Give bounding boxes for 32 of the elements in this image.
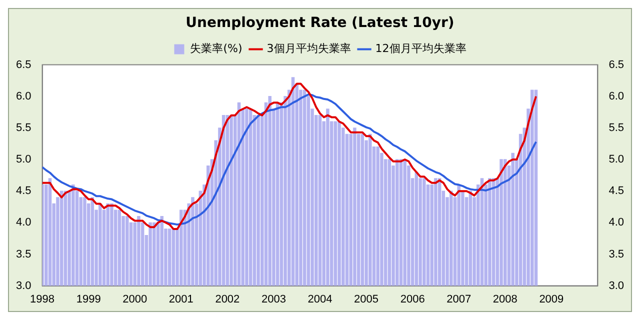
x-tick-label: 1998 bbox=[30, 293, 55, 306]
legend-label: 失業率(%) bbox=[190, 42, 242, 56]
x-tick-label: 2007 bbox=[446, 293, 472, 306]
x-tick-label: 2003 bbox=[261, 293, 286, 306]
y2-tick-label: 3.0 bbox=[608, 280, 624, 292]
y-tick-label: 6.5 bbox=[16, 58, 32, 71]
legend-label: 12個月平均失業率 bbox=[375, 42, 466, 56]
x-tick-label: 2009 bbox=[539, 293, 564, 306]
y-tick-label: 4.5 bbox=[16, 185, 32, 198]
y-tick-label: 5.0 bbox=[16, 154, 32, 166]
x-tick-label: 2000 bbox=[122, 293, 148, 306]
y2-tick-label: 3.5 bbox=[608, 248, 624, 260]
x-tick-label: 2008 bbox=[492, 293, 518, 306]
y2-tick-label: 4.5 bbox=[608, 185, 624, 198]
y2-tick-label: 6.5 bbox=[608, 58, 624, 71]
x-tick-label: 2001 bbox=[168, 293, 194, 306]
x-tick-label: 2006 bbox=[400, 293, 425, 306]
x-tick-label: 2002 bbox=[215, 293, 240, 306]
y-tick-label: 5.5 bbox=[16, 122, 32, 134]
y-tick-label: 6.0 bbox=[16, 90, 32, 102]
y2-tick-label: 4.0 bbox=[608, 216, 624, 229]
chart-title: Unemployment Rate (Latest 10yr) bbox=[186, 15, 454, 32]
legend-label: 3個月平均失業率 bbox=[266, 42, 351, 56]
y-tick-label: 3.5 bbox=[16, 248, 32, 260]
x-tick-label: 2005 bbox=[354, 293, 379, 306]
y-tick-label: 4.0 bbox=[16, 216, 32, 229]
y2-tick-label: 6.0 bbox=[608, 90, 624, 102]
y2-tick-label: 5.5 bbox=[608, 122, 624, 134]
y2-tick-label: 5.0 bbox=[608, 154, 624, 166]
y-tick-label: 3.0 bbox=[16, 280, 32, 292]
x-tick-label: 1999 bbox=[76, 293, 101, 306]
x-tick-label: 2004 bbox=[308, 293, 332, 306]
